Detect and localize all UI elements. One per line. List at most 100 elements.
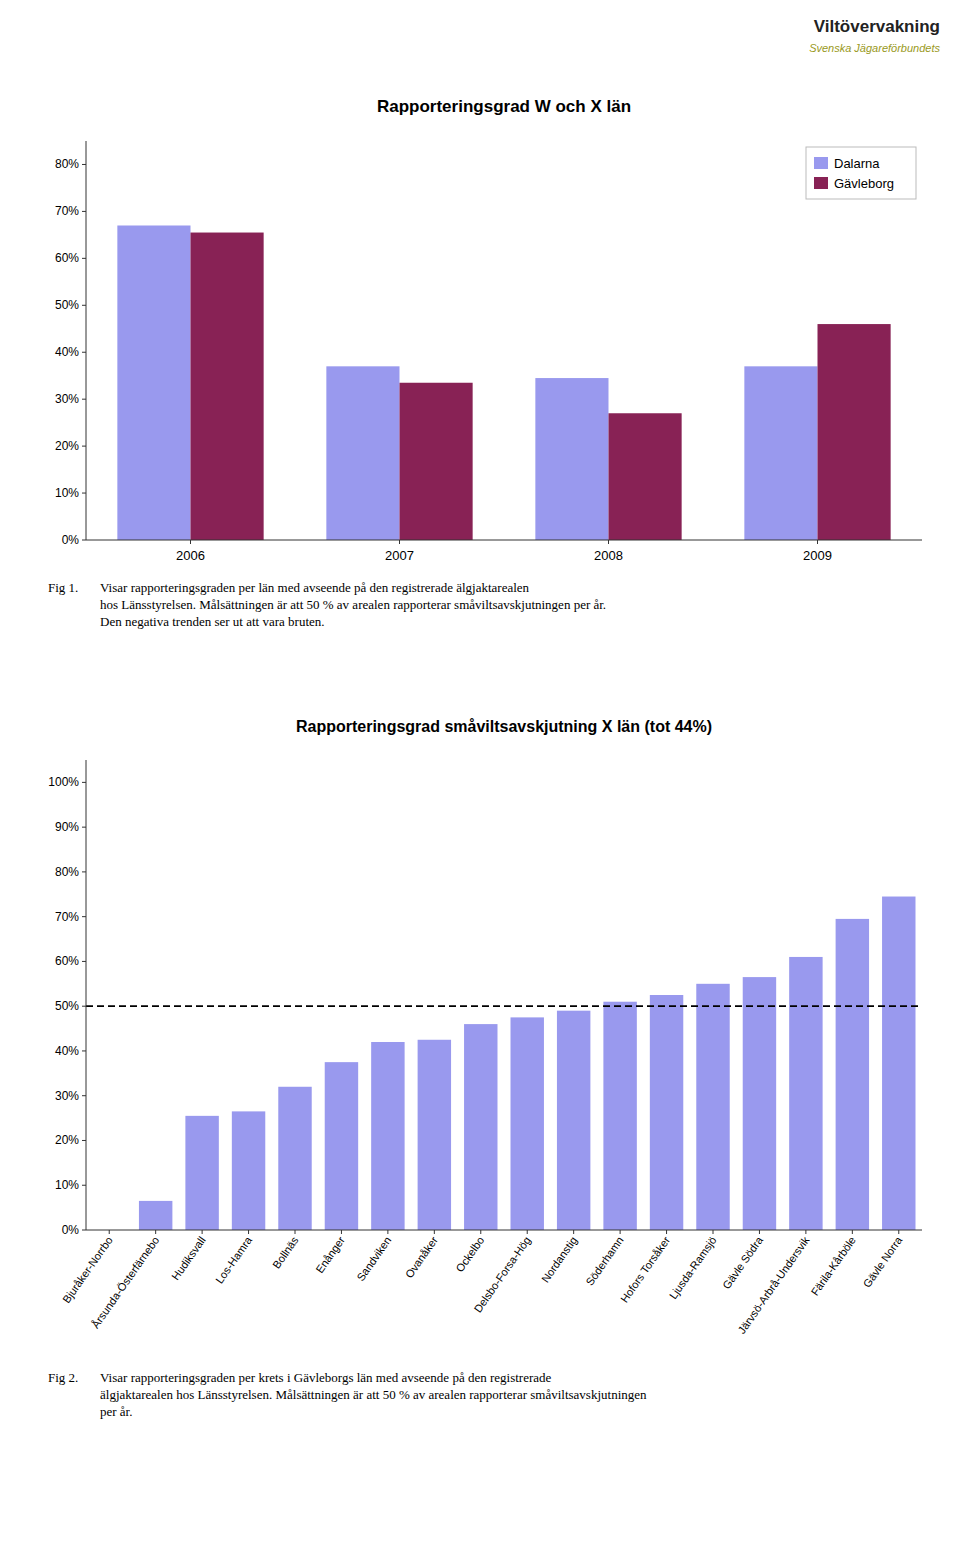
x-tick-label: Bjuråker-Norrbo — [60, 1234, 115, 1305]
x-tick-label: Ockelbo — [453, 1234, 486, 1274]
caption-line: per år. — [100, 1404, 132, 1419]
x-tick — [666, 1230, 667, 1234]
y-tick-label: 20% — [55, 1133, 79, 1147]
y-axis-line — [86, 141, 87, 540]
chart: Rapporteringsgrad småviltsavskjutning X … — [48, 718, 922, 1419]
x-tick-label: Delsbo-Forsa-Hög — [471, 1234, 532, 1315]
y-tick-label: 80% — [55, 157, 79, 171]
x-tick-label: Ovanåker — [403, 1234, 440, 1280]
x-tick-label: Ljusda-Ramsjö — [667, 1234, 719, 1301]
y-tick-label: 20% — [55, 439, 79, 453]
x-tick — [527, 1230, 528, 1234]
y-tick-label: 70% — [55, 910, 79, 924]
caption-body: Visar rapporteringsgraden per krets i Gä… — [100, 1370, 647, 1419]
y-tick — [82, 493, 86, 494]
x-tick-label: Los-Hamra — [213, 1234, 255, 1286]
y-tick — [82, 305, 86, 306]
x-tick-label: Gävle Norra — [861, 1234, 905, 1290]
bar — [371, 1042, 404, 1230]
y-tick-label: 10% — [55, 486, 79, 500]
y-tick — [82, 1185, 86, 1186]
x-tick-label: Hofors Torsåker — [618, 1234, 672, 1305]
x-tick — [713, 1230, 714, 1234]
bar — [818, 324, 891, 540]
x-tick-label: Årsunda-Österfärnebo — [89, 1234, 161, 1330]
x-tick — [109, 1230, 110, 1234]
x-tick — [817, 540, 818, 544]
x-tick — [341, 1230, 342, 1234]
caption: Fig 1.Visar rapporteringsgraden per län … — [48, 580, 606, 629]
header-subtitle: Svenska Jägareförbundets — [809, 42, 940, 54]
bar — [117, 225, 190, 540]
x-tick — [608, 540, 609, 544]
bar — [603, 1002, 636, 1230]
caption-body: Visar rapporteringsgraden per län med av… — [100, 580, 606, 629]
x-tick — [620, 1230, 621, 1234]
x-tick — [190, 540, 191, 544]
x-tick — [155, 1230, 156, 1234]
x-tick-label: 2007 — [385, 548, 414, 563]
background — [0, 0, 960, 1564]
chart-title: Rapporteringsgrad W och X län — [377, 97, 631, 116]
plot-area — [117, 225, 890, 540]
legend-swatch — [814, 157, 828, 169]
x-tick — [852, 1230, 853, 1234]
x-tick — [573, 1230, 574, 1234]
x-tick-label: Nordanstig — [539, 1234, 579, 1284]
y-tick-label: 30% — [55, 1089, 79, 1103]
y-tick — [82, 1006, 86, 1007]
x-tick — [805, 1230, 806, 1234]
x-tick — [248, 1230, 249, 1234]
y-tick-label: 40% — [55, 1044, 79, 1058]
bar — [650, 995, 683, 1230]
bar — [789, 957, 822, 1230]
y-tick — [82, 871, 86, 872]
chart-title: Rapporteringsgrad småviltsavskjutning X … — [296, 718, 712, 735]
bar — [139, 1201, 172, 1230]
y-tick-label: 50% — [55, 999, 79, 1013]
y-tick — [82, 782, 86, 783]
x-axis-line — [86, 1230, 922, 1231]
x-tick-label: Sandviken — [354, 1234, 393, 1283]
caption-line: Den negativa trenden ser ut att vara bru… — [100, 614, 325, 629]
bar — [400, 383, 473, 540]
x-tick-label: Bollnäs — [270, 1234, 301, 1271]
x-tick-label: Järvsö-Arbrå-Undersvik — [735, 1234, 811, 1336]
legend-label: Gävleborg — [834, 176, 894, 191]
legend-swatch — [814, 177, 828, 189]
x-tick-label: Söderhamn — [583, 1234, 625, 1287]
x-tick — [387, 1230, 388, 1234]
axes: 0%10%20%30%40%50%60%70%80%90%100%Bjuråke… — [48, 760, 922, 1336]
y-tick — [82, 446, 86, 447]
caption-line: Visar rapporteringsgraden per krets i Gä… — [100, 1370, 552, 1385]
y-tick-label: 60% — [55, 251, 79, 265]
bar — [232, 1111, 265, 1230]
y-tick — [82, 961, 86, 962]
x-axis-line — [86, 540, 922, 541]
y-tick-label: 80% — [55, 865, 79, 879]
x-tick — [898, 1230, 899, 1234]
bar — [185, 1116, 218, 1230]
bar — [535, 378, 608, 540]
bar — [609, 413, 682, 540]
bar — [882, 897, 915, 1230]
y-tick-label: 50% — [55, 298, 79, 312]
bar — [836, 919, 869, 1230]
bar — [191, 233, 264, 540]
caption-line: Visar rapporteringsgraden per län med av… — [100, 580, 530, 595]
y-tick-label: 90% — [55, 820, 79, 834]
x-tick-label: Färila-Kårböle — [809, 1234, 858, 1297]
y-tick — [82, 352, 86, 353]
y-tick — [82, 1140, 86, 1141]
y-tick — [82, 1230, 86, 1231]
bar — [325, 1062, 358, 1230]
y-tick — [82, 1050, 86, 1051]
plot-area — [86, 897, 922, 1230]
axes: 0%10%20%30%40%50%60%70%80%20062007200820… — [55, 141, 922, 563]
y-tick-label: 60% — [55, 954, 79, 968]
x-tick — [480, 1230, 481, 1234]
caption: Fig 2.Visar rapporteringsgraden per kret… — [48, 1370, 647, 1419]
bar — [464, 1024, 497, 1230]
bar — [511, 1017, 544, 1230]
y-tick-label: 40% — [55, 345, 79, 359]
